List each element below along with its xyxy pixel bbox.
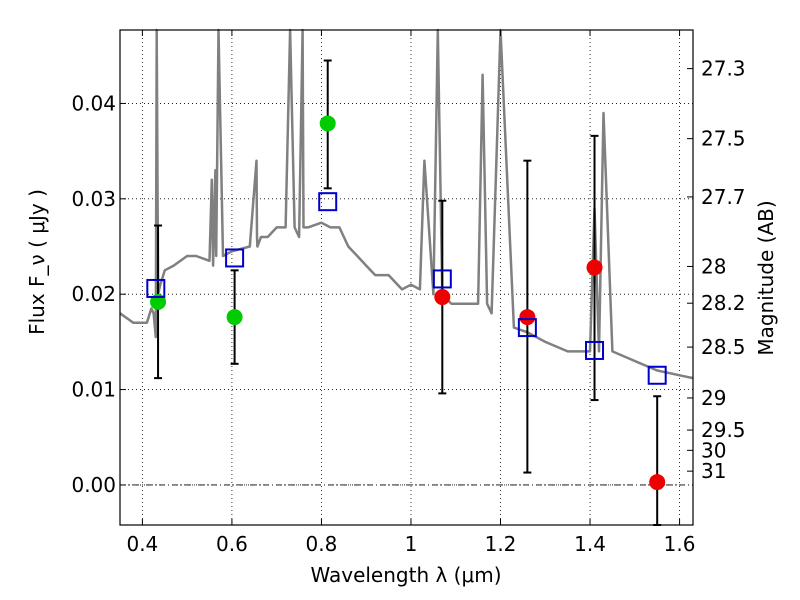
x-tick-label: 1.6 [664, 532, 696, 556]
magnitude-tick-label: 28.5 [701, 335, 746, 359]
x-tick-label: 1.2 [485, 532, 517, 556]
magnitude-axis-title: Magnitude (AB) [754, 200, 778, 355]
data-point [226, 309, 243, 326]
magnitude-tick-label: 28 [701, 254, 726, 278]
data-point [434, 289, 451, 306]
y-tick-label: 0.02 [71, 282, 116, 306]
magnitude-tick-label: 30 [701, 438, 726, 462]
y-tick-label: 0.04 [71, 91, 116, 115]
y-axis-title: Flux F_ν ( μJy ) [25, 189, 49, 335]
x-tick-label: 0.8 [306, 532, 338, 556]
model-point [146, 278, 166, 298]
marker-layer [146, 115, 667, 491]
magnitude-tick-label: 28.2 [701, 291, 746, 315]
data-point [319, 115, 336, 132]
x-tick-label: 1.4 [574, 532, 606, 556]
data-point [649, 474, 666, 491]
model-point [585, 340, 605, 360]
magnitude-tick-label: 31 [701, 459, 726, 483]
x-tick-label: 0.4 [126, 532, 158, 556]
y-tick-label: 0.01 [71, 378, 116, 402]
error-bar-layer [154, 59, 662, 526]
y-tick-label: 0.03 [71, 187, 116, 211]
plot-frame [119, 29, 694, 526]
magnitude-tick-label: 29 [701, 386, 726, 410]
tick-layer: 0.4 0.6 0.8 1 1.2 1.4 1.6 0.00 0.01 0.02 0.03 0.04 2… [71, 30, 746, 556]
x-tick-label: 0.6 [216, 532, 248, 556]
model-point [647, 365, 667, 385]
data-point [150, 293, 167, 310]
magnitude-tick-label: 27.5 [701, 127, 746, 151]
magnitude-tick-label: 29.5 [701, 418, 746, 442]
model-sed-layer [119, 28, 694, 380]
x-axis-title: Wavelength λ (μm) [310, 563, 501, 587]
grid-layer [120, 30, 693, 525]
model-point [318, 192, 338, 212]
data-point [519, 309, 536, 326]
model-sed-line [119, 28, 694, 380]
x-tick-label: 1 [405, 532, 418, 556]
model-point [225, 248, 245, 268]
y-tick-label: 0.00 [71, 473, 116, 497]
model-point [432, 269, 452, 289]
magnitude-tick-label: 27.3 [701, 57, 746, 81]
model-point [517, 318, 537, 338]
magnitude-tick-label: 27.7 [701, 185, 746, 209]
data-point [586, 259, 603, 276]
